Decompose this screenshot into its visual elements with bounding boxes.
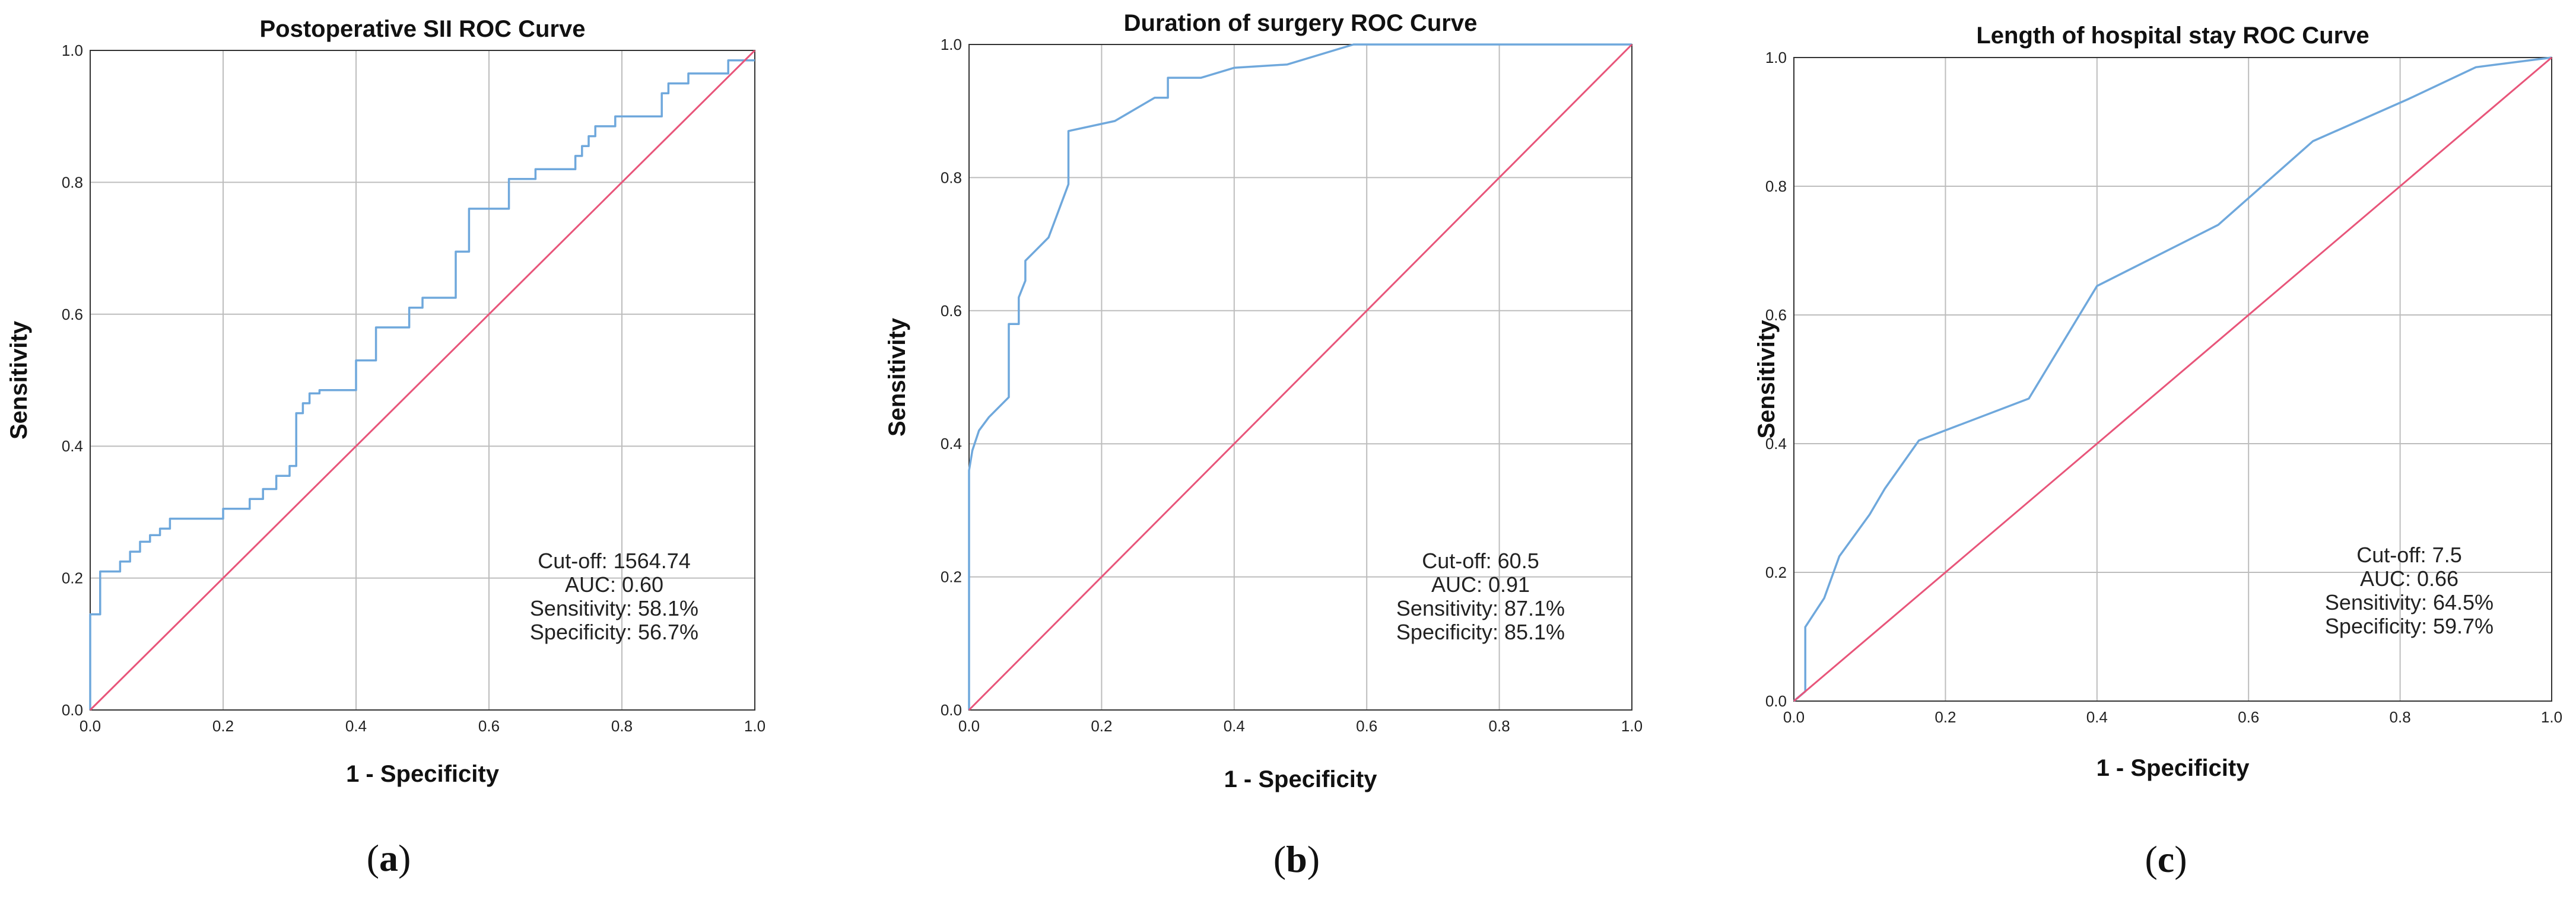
stats-annotation-line: Cut-off: 1564.74 [538,549,691,573]
plot-frame [1793,57,2552,702]
stats-annotation-line: Cut-off: 60.5 [1422,549,1539,573]
stats-annotation-line: Sensitivity: 87.1% [1396,596,1565,620]
x-tick-label: 0.8 [2390,708,2411,726]
x-tick-label: 0.6 [1356,717,1377,735]
x-tick-label: 0.8 [1489,717,1510,735]
y-tick-label: 0.6 [62,305,83,323]
roc-curve-line [968,43,1632,710]
y-tick-label: 1.0 [1765,49,1787,66]
y-axis-title: Sensitivity [884,317,910,437]
x-tick-label: 1.0 [744,717,766,735]
y-tick-label: 1.0 [941,36,962,53]
x-tick-label: 0.0 [80,717,101,735]
stats-annotation-line: AUC: 0.60 [565,572,663,597]
panel-label: (a) [367,837,411,879]
y-tick-label: 0.2 [1765,563,1787,581]
y-tick-label: 0.4 [1765,435,1787,453]
y-tick-label: 1.0 [62,42,83,59]
y-tick-label: 0.2 [941,568,962,586]
y-tick-label: 0.8 [941,168,962,186]
y-tick-label: 0.2 [62,569,83,587]
x-tick-label: 0.6 [478,717,500,735]
reference-diagonal-line [1793,56,2552,702]
stats-annotation-line: AUC: 0.91 [1431,572,1530,597]
x-tick-label: 0.2 [1091,717,1112,735]
stats-annotation-line: Sensitivity: 64.5% [2325,590,2494,614]
x-tick-label: 0.2 [1935,708,1956,726]
chart-title: Postoperative SII ROC Curve [259,16,585,42]
stats-annotation-line: AUC: 0.66 [2360,566,2459,591]
stats-annotation-line: Specificity: 85.1% [1396,620,1565,644]
y-tick-label: 0.0 [941,701,962,719]
y-tick-label: 0.8 [1765,177,1787,195]
stats-annotation-line: Cut-off: 7.5 [2356,543,2461,567]
x-tick-label: 1.0 [1621,717,1643,735]
y-tick-label: 0.6 [1765,306,1787,324]
roc-curve-line [89,59,755,710]
y-axis-title: Sensitivity [6,320,32,440]
x-axis-title: 1 - Specificity [346,761,500,787]
x-tick-label: 0.0 [1783,708,1805,726]
stats-annotation-line: Sensitivity: 58.1% [530,596,698,620]
x-tick-label: 0.4 [1224,717,1245,735]
reference-diagonal-line [968,43,1633,711]
y-tick-label: 0.0 [62,701,83,719]
y-tick-label: 0.4 [62,437,83,455]
x-tick-label: 0.4 [345,717,367,735]
stats-annotation-line: Specificity: 56.7% [530,620,698,644]
x-tick-label: 0.8 [611,717,633,735]
chart-title: Duration of surgery ROC Curve [1124,10,1478,36]
x-tick-label: 0.2 [212,717,234,735]
plot-frame [90,50,755,711]
x-axis-title: 1 - Specificity [2097,755,2250,781]
reference-diagonal-line [89,49,756,711]
x-tick-label: 0.0 [958,717,980,735]
x-tick-label: 0.4 [2086,708,2108,726]
y-axis-title: Sensitivity [1754,320,1780,439]
chart-panel-b: 0.0 0.2 0.4 0.6 0.8 1.0 0.0 0.2 0.4 0.6 0.8 1.0 Dura… [884,10,1643,880]
y-tick-label: 0.4 [941,435,962,453]
chart-panel-c: 0.0 0.2 0.4 0.6 0.8 1.0 0.0 0.2 0.4 0.6 0.8 1.0 Leng… [1754,23,2562,880]
y-tick-label: 0.8 [62,173,83,191]
x-axis-title: 1 - Specificity [1224,766,1378,792]
chart-panel-a: 0.0 0.2 0.4 0.6 0.8 1.0 0.0 0.2 0.4 0.6 0.8 1.0 Post… [6,16,766,879]
stats-annotation-line: Specificity: 59.7% [2325,614,2494,638]
x-tick-label: 1.0 [2541,708,2562,726]
panel-label-letter: a [379,837,398,879]
panel-label-letter: b [1286,838,1307,880]
panel-label: (b) [1273,838,1320,880]
y-tick-label: 0.0 [1765,692,1787,710]
panel-label: (c) [2145,838,2187,880]
x-tick-label: 0.6 [2238,708,2259,726]
y-tick-label: 0.6 [941,302,962,320]
plot-frame [968,44,1632,711]
panel-label-letter: c [2158,838,2174,880]
chart-title: Length of hospital stay ROC Curve [1976,23,2369,49]
roc-curve-line [1793,56,2552,702]
